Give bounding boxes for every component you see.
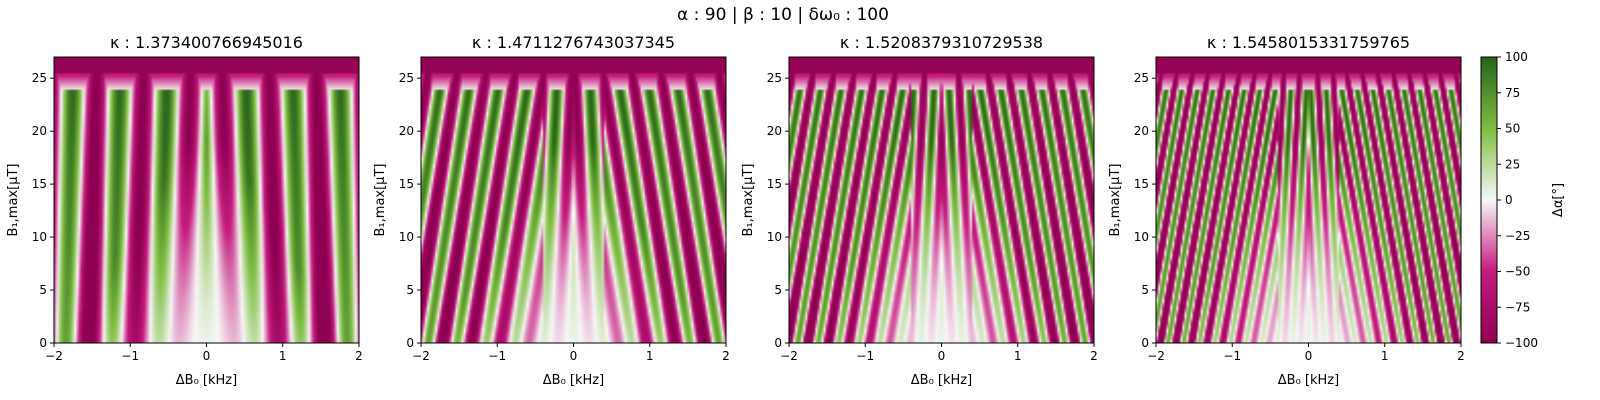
heatmap-image bbox=[54, 57, 359, 343]
y-tick-label: 10 bbox=[767, 230, 782, 244]
y-axis-label: B₁,max[μT] bbox=[741, 164, 756, 237]
panel-title: κ : 1.5208379310729538 bbox=[840, 33, 1043, 52]
x-tick-label: −1 bbox=[488, 349, 506, 363]
x-tick-label: 0 bbox=[1305, 349, 1313, 363]
y-tick-label: 10 bbox=[32, 230, 47, 244]
y-tick-label: 20 bbox=[399, 124, 414, 138]
x-axis-label: ΔB₀ [kHz] bbox=[1278, 373, 1339, 388]
y-tick-label: 25 bbox=[399, 71, 414, 85]
colorbar-tick-label: 75 bbox=[1505, 86, 1520, 100]
y-tick-label: 0 bbox=[39, 336, 47, 350]
y-tick-label: 5 bbox=[774, 283, 782, 297]
x-tick-label: 2 bbox=[355, 349, 363, 363]
y-tick-label: 0 bbox=[774, 336, 782, 350]
y-tick-label: 5 bbox=[406, 283, 414, 297]
x-axis-label: ΔB₀ [kHz] bbox=[911, 373, 972, 388]
y-axis-label: B₁,max[μT] bbox=[6, 164, 21, 237]
colorbar-gradient bbox=[1480, 56, 1498, 344]
x-tick-label: 0 bbox=[203, 349, 211, 363]
x-tick-label: −2 bbox=[45, 349, 63, 363]
x-tick-label: −1 bbox=[856, 349, 874, 363]
panel-title: κ : 1.373400766945016 bbox=[110, 33, 303, 52]
figure-suptitle: α : 90 | β : 10 | δω₀ : 100 bbox=[677, 5, 889, 25]
colorbar-tick-label: −75 bbox=[1505, 300, 1530, 314]
x-tick-label: 2 bbox=[1090, 349, 1098, 363]
x-tick-label: 1 bbox=[646, 349, 654, 363]
colorbar-tick-label: −25 bbox=[1505, 229, 1530, 243]
heatmap-panel: κ : 1.373400766945016−2 −1 0 1 20510152025ΔB… bbox=[6, 33, 363, 388]
heatmap-image bbox=[421, 57, 726, 343]
y-tick-label: 5 bbox=[39, 283, 47, 297]
colorbar-tick-label: −100 bbox=[1505, 336, 1538, 350]
heatmap-panel: κ : 1.5458015331759765−2 −1 0 1 20510152025Δ… bbox=[1108, 33, 1465, 388]
y-tick-label: 0 bbox=[406, 336, 414, 350]
colorbar-tick-label: 0 bbox=[1505, 193, 1513, 207]
panel-title: κ : 1.5458015331759765 bbox=[1207, 33, 1410, 52]
y-tick-label: 15 bbox=[1134, 177, 1149, 191]
x-tick-label: 2 bbox=[1457, 349, 1465, 363]
colorbar-tick-label: 25 bbox=[1505, 157, 1520, 171]
x-tick-label: 0 bbox=[938, 349, 946, 363]
heatmap-panel: κ : 1.5208379310729538−2 −1 0 1 20510152025Δ… bbox=[741, 33, 1098, 388]
heatmap-image bbox=[1156, 57, 1461, 343]
y-tick-label: 20 bbox=[767, 124, 782, 138]
colorbar-tick-label: 50 bbox=[1505, 122, 1520, 136]
y-tick-label: 5 bbox=[1141, 283, 1149, 297]
colorbar-tick-label: 100 bbox=[1505, 50, 1528, 64]
y-tick-label: 20 bbox=[1134, 124, 1149, 138]
x-tick-label: −2 bbox=[1147, 349, 1165, 363]
x-tick-label: −2 bbox=[412, 349, 430, 363]
y-tick-label: 0 bbox=[1141, 336, 1149, 350]
heatmap-panels: κ : 1.373400766945016−2 −1 0 1 20510152025ΔB… bbox=[6, 33, 1465, 388]
x-tick-label: −2 bbox=[780, 349, 798, 363]
panel-title: κ : 1.4711276743037345 bbox=[472, 33, 675, 52]
y-tick-label: 25 bbox=[1134, 71, 1149, 85]
y-tick-label: 25 bbox=[32, 71, 47, 85]
x-tick-label: 2 bbox=[722, 349, 730, 363]
heatmap-image bbox=[789, 57, 1094, 343]
x-tick-label: −1 bbox=[121, 349, 139, 363]
x-tick-label: 1 bbox=[279, 349, 287, 363]
colorbar-label: Δα[°] bbox=[1551, 183, 1566, 217]
y-tick-label: 20 bbox=[32, 124, 47, 138]
y-tick-label: 15 bbox=[399, 177, 414, 191]
x-axis-label: ΔB₀ [kHz] bbox=[176, 373, 237, 388]
heatmap-panel: κ : 1.4711276743037345−2 −1 0 1 20510152025Δ… bbox=[373, 33, 730, 388]
colorbar-tick-label: −50 bbox=[1505, 265, 1530, 279]
y-tick-label: 15 bbox=[32, 177, 47, 191]
y-tick-label: 25 bbox=[767, 71, 782, 85]
x-tick-label: 1 bbox=[1014, 349, 1022, 363]
y-axis-label: B₁,max[μT] bbox=[1108, 164, 1123, 237]
colorbar: 100 75 50 25 0 −25 −50 −75 −100 Δα[°] bbox=[1480, 50, 1566, 350]
x-axis-label: ΔB₀ [kHz] bbox=[543, 373, 604, 388]
x-tick-label: −1 bbox=[1223, 349, 1241, 363]
x-tick-label: 0 bbox=[570, 349, 578, 363]
y-tick-label: 10 bbox=[1134, 230, 1149, 244]
y-axis-label: B₁,max[μT] bbox=[373, 164, 388, 237]
x-tick-label: 1 bbox=[1381, 349, 1389, 363]
y-tick-label: 15 bbox=[767, 177, 782, 191]
y-tick-label: 10 bbox=[399, 230, 414, 244]
